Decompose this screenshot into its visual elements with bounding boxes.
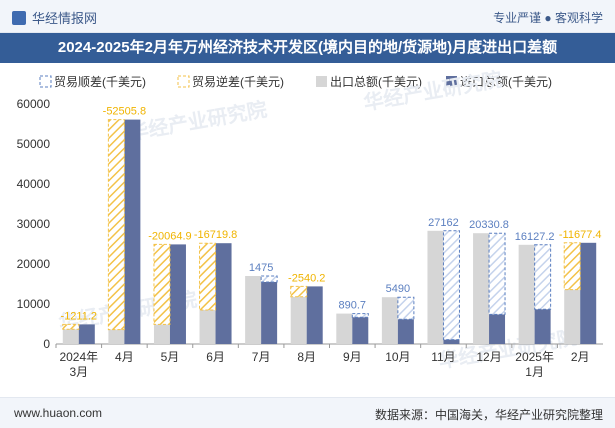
- x-tick-label-6: 9月: [343, 350, 362, 364]
- x-tick-label-8: 11月: [431, 350, 455, 364]
- balance-label-7: 5490: [386, 283, 410, 295]
- x-tick-label-4: 7月: [252, 350, 271, 364]
- brand-logo-icon: [12, 11, 26, 25]
- y-tick-label-4: 40000: [17, 177, 51, 191]
- import-bar-11: [580, 242, 597, 344]
- export-bar-11: [564, 289, 581, 344]
- x-tick-label-1: 4月: [115, 350, 134, 364]
- export-bar-0: [62, 329, 79, 344]
- legend-swatch-1: [177, 75, 190, 88]
- balance-label-3: -16719.8: [194, 229, 237, 241]
- x-tick-label-3: 6月: [206, 350, 225, 364]
- balance-label-11: -11677.4: [559, 229, 602, 241]
- export-bar-10: [518, 244, 535, 344]
- import-bar-9: [489, 314, 506, 344]
- export-bar-7: [381, 297, 398, 344]
- footer: www.huaon.com 数据来源：中国海关，华经产业研究院整理: [0, 397, 615, 428]
- x-tick-label-9: 12月: [476, 350, 501, 364]
- import-bar-6: [352, 317, 369, 344]
- surplus-bar-7: [397, 296, 415, 320]
- import-bar-4: [261, 282, 278, 344]
- import-bar-3: [215, 243, 232, 344]
- import-bar-2: [169, 244, 186, 344]
- import-bar-7: [397, 319, 414, 344]
- deficit-bar-1: [107, 119, 125, 331]
- deficit-bar-11: [563, 242, 581, 291]
- legend-swatch-0: [39, 75, 52, 88]
- x-tick-label-year-0: 2024年: [59, 350, 98, 364]
- import-bar-8: [443, 339, 460, 344]
- deficit-bar-5: [290, 285, 308, 298]
- deficit-bar-0: [62, 323, 80, 330]
- legend-label-2: 出口总额(千美元): [330, 75, 422, 89]
- balance-label-6: 890.7: [339, 300, 367, 312]
- top-bar: 华经情报网 专业严谨 ● 客观科学: [0, 0, 615, 33]
- surplus-bar-6: [351, 313, 369, 318]
- import-bar-1: [124, 119, 141, 344]
- export-bar-2: [153, 324, 170, 344]
- y-tick-label-0: 0: [43, 337, 50, 351]
- balance-label-1: -52505.8: [103, 106, 146, 118]
- export-bar-1: [108, 329, 125, 344]
- watermark-1: 华经产业研究院: [127, 97, 269, 145]
- balance-label-4: 1475: [249, 262, 273, 274]
- x-tick-label-2: 5月: [161, 350, 180, 364]
- y-tick-label-1: 10000: [17, 297, 51, 311]
- balance-label-5: -2540.2: [288, 272, 325, 284]
- x-tick-label-11: 2月: [571, 350, 590, 364]
- surplus-bar-9: [488, 232, 506, 315]
- deficit-bar-2: [153, 243, 171, 325]
- y-tick-label-5: 50000: [17, 137, 51, 151]
- import-bar-5: [306, 286, 323, 344]
- legend: 贸易顺差(千美元) 贸易逆差(千美元) 出口总额(千美元) 进口总额(千美元): [39, 74, 552, 89]
- x-tick-label-month-10: 1月: [525, 365, 544, 379]
- site-url[interactable]: www.huaon.com: [14, 406, 103, 420]
- import-bar-10: [534, 309, 551, 344]
- export-bar-9: [473, 233, 490, 344]
- surplus-bar-8: [442, 230, 460, 341]
- balance-label-10: 16127.2: [515, 231, 555, 243]
- x-tick-label-year-10: 2025年: [515, 350, 554, 364]
- chart-title: 2024-2025年2月年万州经济技术开发区(境内目的地/货源地)月度进出口差额: [0, 33, 615, 63]
- export-bar-3: [199, 310, 216, 344]
- y-tick-label-3: 30000: [17, 217, 51, 231]
- import-bar-0: [78, 324, 95, 344]
- balance-label-0: -1211.2: [61, 310, 98, 322]
- brand-name: 华经情报网: [32, 11, 98, 26]
- legend-label-3: 进口总额(千美元): [460, 75, 552, 89]
- deficit-bar-3: [199, 242, 217, 311]
- balance-label-2: -20064.9: [148, 230, 191, 242]
- export-bar-5: [290, 296, 307, 344]
- x-tick-label-5: 8月: [297, 350, 316, 364]
- y-tick-label-6: 60000: [17, 97, 51, 111]
- export-bar-8: [427, 230, 444, 344]
- y-tick-label-2: 20000: [17, 257, 51, 271]
- x-tick-label-7: 10月: [385, 350, 410, 364]
- brand[interactable]: 华经情报网: [12, 8, 97, 27]
- bars: [62, 119, 597, 344]
- surplus-bar-4: [260, 275, 278, 283]
- legend-label-1: 贸易逆差(千美元): [192, 74, 284, 89]
- surplus-bar-10: [534, 244, 552, 310]
- legend-swatch-2: [316, 76, 327, 87]
- balance-label-9: 20330.8: [469, 219, 509, 231]
- x-tick-label-month-0: 3月: [69, 365, 88, 379]
- export-bar-6: [336, 313, 353, 344]
- legend-label-0: 贸易顺差(千美元): [54, 75, 146, 89]
- data-source: 数据来源：中国海关，华经产业研究院整理: [374, 408, 603, 422]
- slogan: 专业严谨 ● 客观科学: [493, 11, 603, 25]
- balance-label-8: 27162: [428, 217, 459, 229]
- export-bar-4: [245, 276, 262, 344]
- data-labels: -1211.2 -52505.8 -20064.9 -16719.8 1475 -2540…: [61, 106, 602, 323]
- legend-swatch-3: [446, 76, 457, 87]
